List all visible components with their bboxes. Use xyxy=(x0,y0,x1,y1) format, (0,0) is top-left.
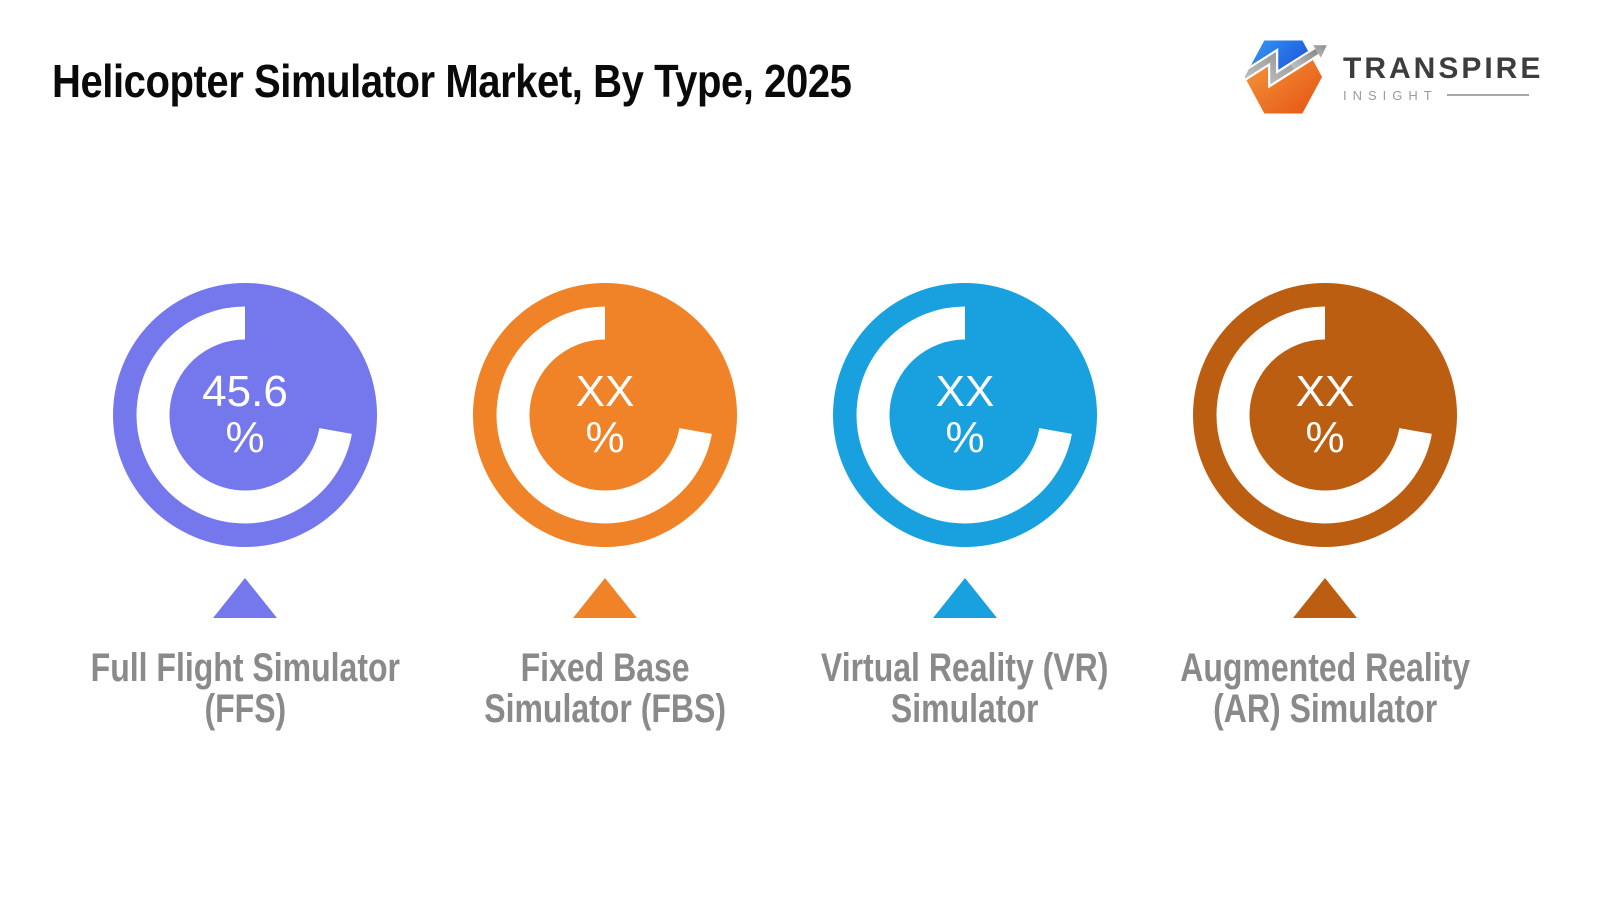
triangle-pointer-icon xyxy=(573,578,637,618)
segment-label: Virtual Reality (VR) Simulator xyxy=(821,646,1109,732)
brand-name: TRANSPIRE xyxy=(1343,51,1544,85)
donut-ffs: 45.6 % xyxy=(113,283,377,547)
brand-logo: TRANSPIRE INSIGHT xyxy=(1241,36,1543,118)
triangle-pointer-icon xyxy=(213,578,277,618)
donut-ar: XX % xyxy=(1193,283,1457,547)
donut-value: XX % xyxy=(935,366,995,462)
segment-label: Full Flight Simulator (FFS) xyxy=(90,646,400,732)
segment-ffs: 45.6 % Full Flight Simulator (FFS) xyxy=(65,283,425,730)
brand-logo-text: TRANSPIRE INSIGHT xyxy=(1343,52,1543,103)
donut-value: XX % xyxy=(575,366,635,462)
donut-chart-icon xyxy=(113,283,377,547)
page-title: Helicopter Simulator Market, By Type, 20… xyxy=(52,55,852,107)
segment-label: Fixed Base Simulator (FBS) xyxy=(484,646,726,732)
donut-value: 45.6 % xyxy=(202,366,288,462)
donut-vr: XX % xyxy=(833,283,1097,547)
donut-value: XX % xyxy=(1295,366,1355,462)
segments-row: 45.6 % Full Flight Simulator (FFS) XX % xyxy=(65,283,1505,730)
donut-chart-icon xyxy=(833,283,1097,547)
donut-fbs: XX % xyxy=(473,283,737,547)
brand-tagline: INSIGHT xyxy=(1343,87,1438,103)
segment-label: Augmented Reality (AR) Simulator xyxy=(1180,646,1470,732)
segment-vr: XX % Virtual Reality (VR) Simulator xyxy=(785,283,1145,730)
tagline-rule xyxy=(1446,94,1529,96)
donut-chart-icon xyxy=(1193,283,1457,547)
triangle-pointer-icon xyxy=(933,578,997,618)
segment-fbs: XX % Fixed Base Simulator (FBS) xyxy=(425,283,785,730)
transpire-logo-icon xyxy=(1244,40,1327,114)
segment-ar: XX % Augmented Reality (AR) Simulator xyxy=(1145,283,1505,730)
triangle-pointer-icon xyxy=(1293,578,1357,618)
donut-chart-icon xyxy=(473,283,737,547)
